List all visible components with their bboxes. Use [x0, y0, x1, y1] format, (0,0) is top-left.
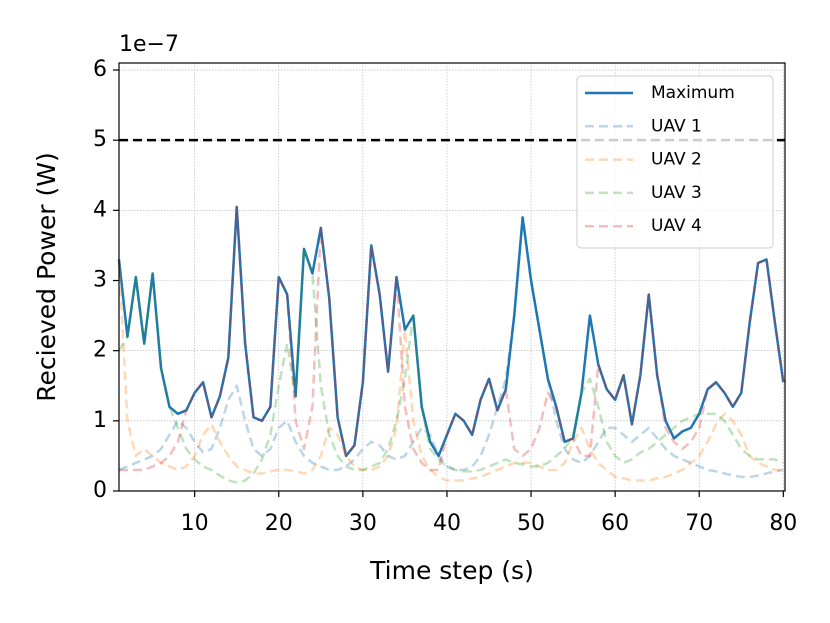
x-tick-label: 30 [349, 511, 377, 536]
y-tick-label: 2 [93, 338, 107, 363]
y-tick-label: 0 [93, 478, 107, 503]
y-tick-label: 5 [93, 127, 107, 152]
series-line [117, 247, 784, 484]
x-axis-label: Time step (s) [369, 556, 534, 585]
y-tick-label: 3 [93, 268, 107, 293]
x-tick-label: 40 [433, 511, 461, 536]
x-tick-label: 50 [517, 511, 545, 536]
legend-label: UAV 2 [651, 150, 702, 170]
series-line [117, 205, 785, 458]
y-axis-label: Recieved Power (W) [32, 152, 61, 401]
series-line [119, 205, 785, 472]
x-tick-label: 70 [685, 511, 713, 536]
series-line [118, 216, 784, 479]
legend-label: UAV 4 [651, 216, 702, 236]
x-tick-label: 80 [769, 511, 797, 536]
plot-frame [118, 62, 786, 492]
x-tick-label: 20 [265, 511, 293, 536]
y-tick-label: 6 [93, 57, 107, 82]
legend-box [576, 75, 774, 249]
x-tick-label: 10 [181, 511, 209, 536]
y-offset-label: 1e−7 [119, 32, 179, 57]
legend-label: Maximum [651, 83, 735, 103]
legend-label: UAV 3 [651, 183, 702, 203]
y-tick-label: 4 [93, 197, 107, 222]
y-tick-label: 1 [93, 408, 107, 433]
x-tick-label: 60 [601, 511, 629, 536]
legend-label: UAV 1 [651, 116, 702, 136]
